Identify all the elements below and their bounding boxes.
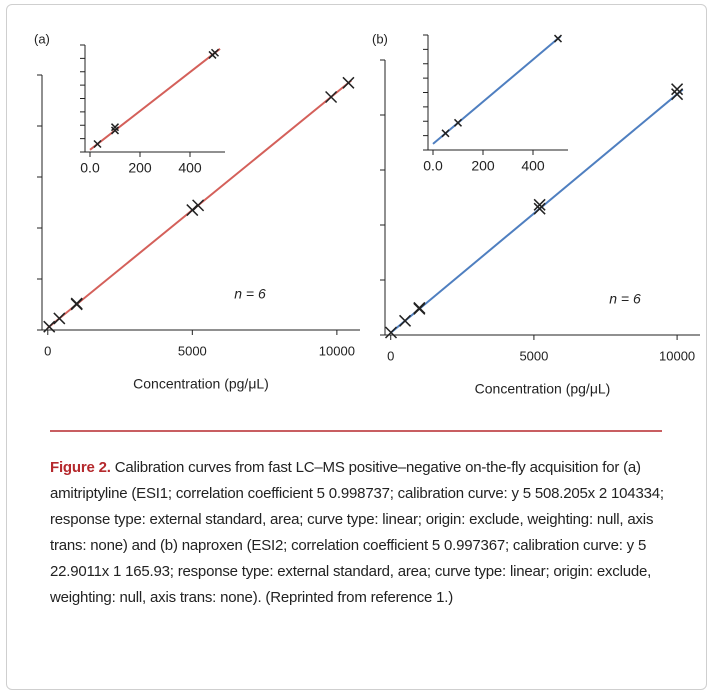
figure-frame <box>6 4 707 690</box>
data-point <box>384 326 398 339</box>
data-point <box>210 48 220 57</box>
data-point <box>110 123 120 132</box>
panel-label: (a) <box>34 31 50 46</box>
fit-line <box>432 35 562 145</box>
x-tick-label: 0.0 <box>423 158 443 174</box>
x-tick-label: 400 <box>178 160 202 176</box>
annotation: n = 6 <box>609 291 641 307</box>
data-point <box>453 118 463 127</box>
data-point <box>553 34 563 43</box>
data-point <box>671 88 684 101</box>
data-point <box>533 198 546 211</box>
x-tick-label: 0 <box>387 348 394 363</box>
x-tick-label: 0 <box>44 343 51 358</box>
data-point <box>53 312 66 325</box>
panel-label: (b) <box>372 31 388 46</box>
annotation: n = 6 <box>234 286 266 302</box>
data-point <box>93 139 102 149</box>
x-axis-label: Concentration (pg/μL) <box>475 381 611 397</box>
x-tick-label: 200 <box>128 160 152 176</box>
data-point <box>186 204 199 217</box>
data-point <box>342 76 355 89</box>
data-point <box>43 320 56 333</box>
x-tick-label: 200 <box>471 158 495 174</box>
x-tick-label: 5000 <box>519 348 548 363</box>
x-tick-label: 400 <box>521 158 545 174</box>
x-axis-label: Concentration (pg/μL) <box>133 376 269 392</box>
data-point <box>441 129 450 138</box>
data-point <box>413 301 426 314</box>
chart: 0 5000 10000 (a) Concentration (pg/μL) n = 6 0… <box>34 31 700 432</box>
fit-line <box>89 48 221 151</box>
caption: Figure 2. Calibration curves from fast L… <box>50 455 680 611</box>
caption-text: Calibration curves from fast LC–MS posit… <box>50 459 664 606</box>
data-point <box>325 90 338 104</box>
data-point <box>399 314 412 327</box>
data-point <box>533 202 546 215</box>
x-tick-label: 10000 <box>659 348 695 363</box>
x-tick-label: 5000 <box>178 343 207 358</box>
data-point <box>192 199 205 212</box>
data-point <box>70 297 83 310</box>
x-tick-label: 0.0 <box>80 160 100 176</box>
x-tick-label: 10000 <box>319 343 355 358</box>
data-point <box>110 126 120 135</box>
data-point <box>671 83 684 96</box>
caption-label: Figure 2. <box>50 459 111 476</box>
